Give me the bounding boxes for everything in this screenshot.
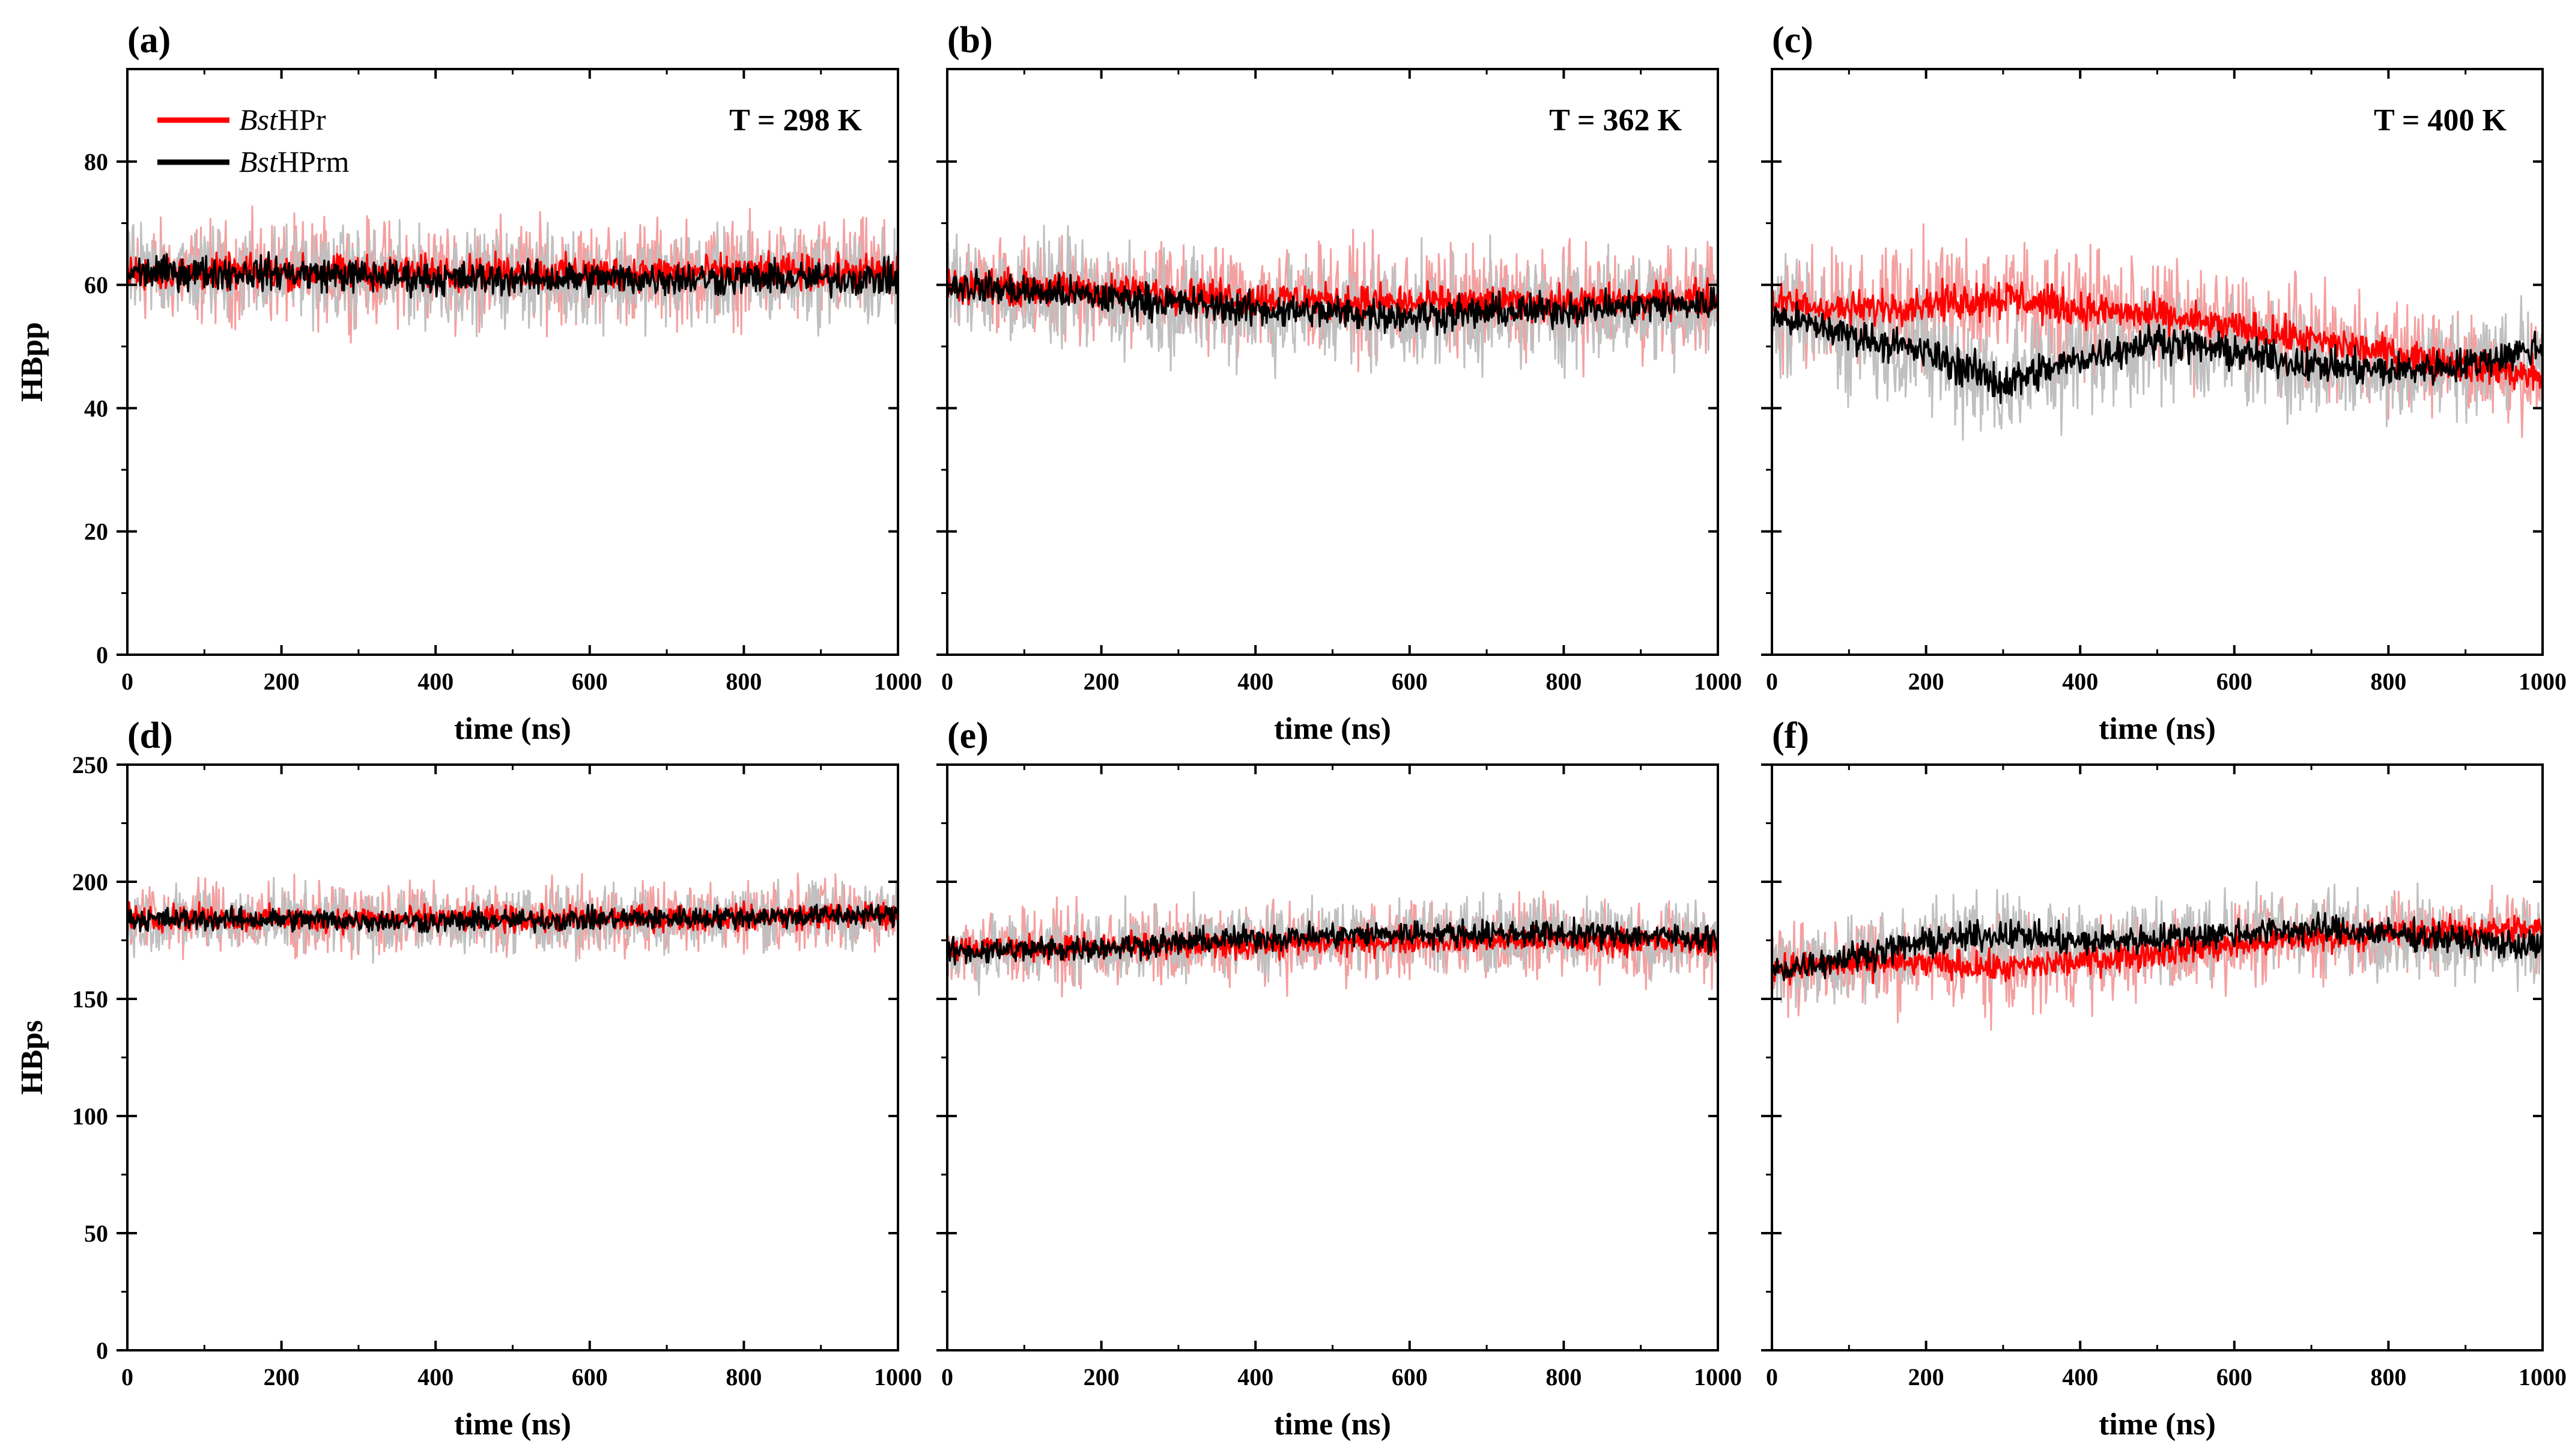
- y-tick-label: 40: [84, 395, 108, 422]
- panel-e: 0 200 400 600 800 1000 (e) time (ns): [936, 715, 1742, 1442]
- x-tick-label: 800: [726, 1363, 762, 1391]
- y-axis-title: HBps: [15, 1020, 49, 1094]
- legend: BstHPr BstHPrm: [157, 103, 349, 178]
- series-hpr-line: [1772, 278, 2543, 391]
- y-tick-label: 0: [96, 642, 108, 669]
- panel-tag: (a): [127, 20, 171, 61]
- x-tick-label: 800: [2370, 1363, 2406, 1391]
- series-hprm-line: [1772, 301, 2543, 404]
- legend-label-hpr: BstHPr: [239, 103, 326, 136]
- x-tick-label: 0: [121, 1363, 133, 1391]
- x-tick-label: 400: [1237, 1363, 1273, 1391]
- x-tick-label: 0: [1766, 1363, 1778, 1391]
- series-hprm-fluct: [127, 877, 898, 964]
- traces: [947, 890, 1718, 998]
- series-hprm-fluct: [127, 219, 898, 338]
- panel-f: 0 200 400 600 800 1000 (f) time (ns): [1761, 715, 2567, 1442]
- series-hprm-line: [1772, 911, 2543, 981]
- x-tick-label: 1000: [1694, 668, 1742, 695]
- x-tick-label: 600: [1392, 668, 1428, 695]
- x-tick-label: 1000: [2519, 1363, 2567, 1391]
- y-tick-label: 0: [96, 1337, 108, 1364]
- x-tick-label: 600: [572, 1363, 608, 1391]
- x-tick-label: 1000: [874, 1363, 922, 1391]
- x-tick-label: 400: [1237, 668, 1273, 695]
- x-tick-label: 400: [417, 1363, 453, 1391]
- x-tick-label: 1000: [1694, 1363, 1742, 1391]
- traces: [127, 205, 898, 344]
- panel-tag: (b): [947, 20, 993, 61]
- x-tick-label: 200: [1908, 1363, 1944, 1391]
- traces: [1772, 881, 2543, 1031]
- panel-tag: (f): [1772, 715, 1809, 756]
- traces: [127, 872, 898, 964]
- temperature-label: T = 298 K: [729, 103, 862, 138]
- panel-a: 0 200 400 600 800 1000 0 20 40 60 80 (a) T = 298 K ti…: [15, 20, 922, 746]
- panel-d: 0 200 400 600 800 1000 0 50 100 150 200 250 (d) time …: [15, 715, 922, 1442]
- plot-frame: [126, 763, 899, 1351]
- y-tick-label: 50: [84, 1220, 108, 1247]
- x-tick-label: 800: [2370, 668, 2406, 695]
- x-tick-label: 400: [2062, 668, 2098, 695]
- x-axis-title: time (ns): [2099, 712, 2216, 746]
- temperature-label: T = 400 K: [2374, 103, 2507, 138]
- x-tick-label: 0: [941, 1363, 953, 1391]
- x-axis-title: time (ns): [1274, 1407, 1391, 1442]
- y-tick-label: 80: [84, 148, 108, 175]
- plot-frame: [946, 763, 1719, 1351]
- series-hprm-line: [947, 916, 1718, 966]
- x-tick-label: 200: [264, 1363, 300, 1391]
- temperature-label: T = 362 K: [1549, 103, 1682, 138]
- x-axis-title: time (ns): [1274, 712, 1391, 746]
- series-hprm-line: [127, 903, 898, 934]
- panel-tag: (d): [127, 715, 173, 756]
- y-axis-title: HBpp: [15, 322, 49, 402]
- series-hprm-fluct: [1772, 253, 2543, 441]
- y-tick-label: 20: [84, 518, 108, 545]
- x-tick-label: 200: [1084, 1363, 1120, 1391]
- x-axis-title: time (ns): [454, 1407, 571, 1442]
- panel-b: 0 200 400 600 800 1000 (b) T = 362 K time (ns): [936, 20, 1742, 746]
- x-tick-label: 200: [1084, 668, 1120, 695]
- x-tick-label: 1000: [2519, 668, 2567, 695]
- x-tick-label: 800: [1545, 668, 1582, 695]
- series-hprm-line: [127, 251, 898, 299]
- traces: [1772, 223, 2543, 441]
- legend-label-hprm: BstHPrm: [239, 145, 349, 178]
- y-tick-label: 60: [84, 271, 108, 299]
- x-tick-label: 800: [1545, 1363, 1582, 1391]
- x-tick-label: 400: [417, 668, 453, 695]
- y-tick-label: 250: [72, 751, 108, 778]
- x-tick-label: 200: [1908, 668, 1944, 695]
- x-tick-label: 0: [121, 668, 133, 695]
- x-tick-label: 600: [2216, 1363, 2252, 1391]
- x-tick-label: 200: [264, 668, 300, 695]
- x-tick-label: 400: [2062, 1363, 2098, 1391]
- y-tick-label: 200: [72, 869, 108, 896]
- x-tick-label: 600: [2216, 668, 2252, 695]
- traces: [947, 225, 1718, 380]
- x-tick-label: 600: [1392, 1363, 1428, 1391]
- x-tick-label: 0: [941, 668, 953, 695]
- plot-frame: [1771, 763, 2544, 1351]
- panel-c: 0 200 400 600 800 1000 (c) T = 400 K time (ns): [1761, 20, 2567, 746]
- y-tick-label: 100: [72, 1103, 108, 1130]
- x-axis-title: time (ns): [2099, 1407, 2216, 1442]
- series-hprm-line: [947, 268, 1718, 336]
- x-tick-label: 600: [572, 668, 608, 695]
- panel-tag: (e): [947, 715, 989, 756]
- plot-frame: [946, 68, 1719, 656]
- x-tick-label: 800: [726, 668, 762, 695]
- x-tick-label: 0: [1766, 668, 1778, 695]
- y-tick-label: 150: [72, 986, 108, 1013]
- panel-tag: (c): [1772, 20, 1813, 61]
- x-tick-label: 1000: [874, 668, 922, 695]
- x-axis-title: time (ns): [454, 712, 571, 746]
